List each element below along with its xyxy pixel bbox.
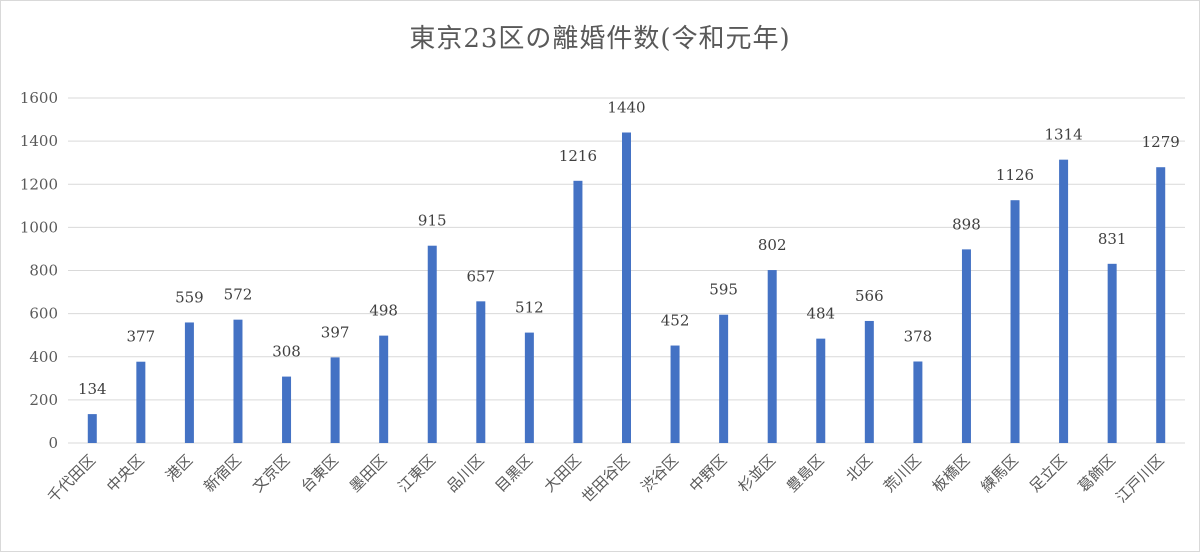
category-label: 練馬区 bbox=[977, 451, 1022, 496]
category-label: 文京区 bbox=[249, 451, 294, 496]
bar bbox=[476, 301, 486, 443]
data-label: 915 bbox=[418, 212, 447, 230]
bar bbox=[1107, 263, 1117, 443]
bar bbox=[719, 314, 729, 443]
bar bbox=[233, 319, 243, 443]
bar bbox=[816, 338, 826, 443]
category-label: 品川区 bbox=[443, 451, 488, 496]
category-label: 江東区 bbox=[395, 451, 440, 496]
data-label: 378 bbox=[904, 327, 933, 345]
data-label: 657 bbox=[466, 267, 495, 285]
category-label: 新宿区 bbox=[200, 451, 245, 496]
bar bbox=[524, 332, 534, 443]
y-tick-label: 1200 bbox=[20, 175, 58, 193]
bar bbox=[913, 361, 923, 443]
bar bbox=[1156, 167, 1166, 443]
category-label: 荒川区 bbox=[880, 451, 925, 496]
bar bbox=[184, 322, 194, 443]
bar bbox=[87, 414, 97, 443]
category-label: 目黒区 bbox=[492, 451, 537, 496]
data-label: 452 bbox=[661, 312, 690, 330]
y-tick-label: 400 bbox=[29, 348, 58, 366]
y-tick-label: 0 bbox=[48, 434, 58, 452]
bar bbox=[670, 345, 680, 443]
data-label: 484 bbox=[806, 305, 835, 323]
category-label: 北区 bbox=[842, 451, 876, 485]
bar bbox=[379, 335, 389, 443]
y-tick-label: 200 bbox=[29, 391, 58, 409]
y-tick-label: 600 bbox=[29, 305, 58, 323]
category-label: 板橋区 bbox=[929, 451, 974, 496]
category-label: 杉並区 bbox=[734, 451, 779, 496]
data-label: 566 bbox=[855, 287, 884, 305]
data-label: 1440 bbox=[607, 99, 645, 117]
data-label: 572 bbox=[224, 286, 253, 304]
category-label: 墨田区 bbox=[346, 451, 391, 496]
data-label: 802 bbox=[758, 236, 787, 254]
category-label: 台東区 bbox=[297, 451, 342, 496]
data-label: 1216 bbox=[559, 147, 597, 165]
data-label: 1314 bbox=[1044, 126, 1082, 144]
category-label: 中野区 bbox=[686, 451, 731, 496]
y-tick-label: 1600 bbox=[20, 89, 58, 107]
category-label: 江戸川区 bbox=[1112, 451, 1167, 506]
category-label: 豊島区 bbox=[783, 451, 828, 496]
data-label: 898 bbox=[952, 215, 981, 233]
data-label: 1279 bbox=[1142, 133, 1180, 151]
category-label: 千代田区 bbox=[44, 451, 99, 506]
category-label: 渋谷区 bbox=[637, 451, 682, 496]
category-label: 足立区 bbox=[1026, 451, 1071, 496]
data-label: 397 bbox=[321, 323, 350, 341]
bar bbox=[622, 132, 631, 443]
bar bbox=[136, 361, 146, 443]
data-label: 134 bbox=[78, 380, 107, 398]
data-label: 498 bbox=[369, 302, 398, 320]
data-label: 559 bbox=[175, 288, 204, 306]
bar bbox=[961, 249, 971, 443]
y-tick-label: 1400 bbox=[20, 132, 58, 150]
bar bbox=[330, 357, 340, 443]
data-label: 595 bbox=[709, 281, 738, 299]
bar bbox=[864, 320, 874, 443]
bar bbox=[767, 270, 777, 443]
category-label: 大田区 bbox=[540, 451, 585, 496]
category-label: 葛飾区 bbox=[1074, 451, 1119, 496]
bar bbox=[282, 376, 292, 443]
category-label: 世田谷区 bbox=[578, 451, 633, 506]
category-label: 港区 bbox=[162, 451, 196, 485]
bar bbox=[573, 180, 583, 444]
category-label: 中央区 bbox=[103, 451, 148, 496]
data-label: 831 bbox=[1098, 230, 1127, 248]
chart-title: 東京23区の離婚件数(令和元年) bbox=[409, 24, 791, 54]
data-label: 377 bbox=[127, 328, 156, 346]
bar bbox=[427, 245, 437, 443]
data-label: 308 bbox=[272, 343, 301, 361]
y-tick-label: 800 bbox=[29, 262, 58, 280]
data-label: 1126 bbox=[996, 166, 1034, 184]
bar bbox=[1059, 159, 1069, 443]
y-tick-label: 1000 bbox=[20, 218, 58, 236]
bar bbox=[1010, 200, 1020, 443]
data-label: 512 bbox=[515, 299, 544, 317]
